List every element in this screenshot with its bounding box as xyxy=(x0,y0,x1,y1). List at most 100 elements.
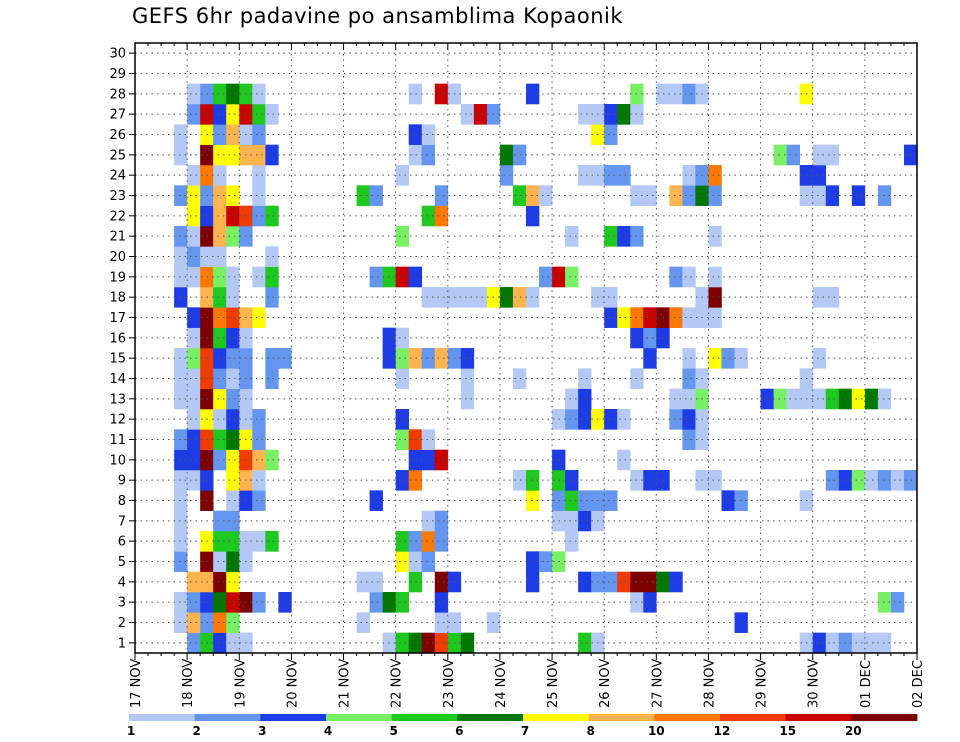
heat-cell xyxy=(434,185,449,206)
heat-cell xyxy=(265,531,279,552)
y-tick-label: 22 xyxy=(109,209,126,224)
heat-cell xyxy=(226,612,240,633)
heat-cell xyxy=(617,449,631,471)
heat-cell xyxy=(890,470,905,491)
legend-label: 1 xyxy=(127,724,135,738)
heat-cell xyxy=(604,104,618,125)
heat-cell xyxy=(174,531,188,552)
heat-cell xyxy=(512,185,527,206)
heat-cell xyxy=(434,348,449,369)
legend-label: 5 xyxy=(390,724,398,738)
heat-cell xyxy=(421,124,436,145)
heat-cell xyxy=(682,165,696,186)
heat-cell xyxy=(512,287,527,308)
heat-cell xyxy=(395,429,409,450)
heat-cell xyxy=(434,592,449,613)
heat-cell xyxy=(877,388,892,410)
legend-label: 10 xyxy=(648,724,665,738)
y-tick-label: 4 xyxy=(118,575,126,590)
heat-cell xyxy=(187,165,201,186)
x-tick-label: 26 NOV xyxy=(598,659,613,708)
heat-cell xyxy=(174,348,188,369)
x-tick-label: 18 NOV xyxy=(181,659,196,708)
heat-cell xyxy=(682,83,696,105)
heat-cell xyxy=(226,490,240,511)
heat-cell xyxy=(617,104,631,125)
heat-cell xyxy=(395,409,409,430)
heat-cell xyxy=(187,226,201,247)
heat-cell xyxy=(851,185,866,206)
heat-cell xyxy=(369,592,383,613)
heat-cell xyxy=(408,470,423,491)
heat-cell xyxy=(226,307,240,328)
heat-cell xyxy=(226,388,240,410)
heat-cell xyxy=(565,266,579,288)
heat-cell xyxy=(434,612,462,633)
heat-cell xyxy=(851,388,866,410)
heat-cell xyxy=(252,470,266,491)
heat-cell xyxy=(421,551,436,572)
y-tick-label: 14 xyxy=(109,372,126,387)
x-tick-label: 30 NOV xyxy=(807,659,822,708)
heat-cell xyxy=(213,388,227,410)
heat-cell xyxy=(539,266,553,288)
heat-cell xyxy=(669,307,683,328)
heat-cell xyxy=(213,144,240,166)
heat-cell xyxy=(604,124,618,145)
heat-cell xyxy=(864,388,879,410)
heat-cell xyxy=(213,205,227,227)
heat-cell xyxy=(421,531,436,552)
heat-cell xyxy=(213,449,227,471)
legend-swatch xyxy=(720,714,787,721)
heat-cell xyxy=(187,632,201,654)
x-tick-label: 27 NOV xyxy=(650,659,665,708)
heat-cell xyxy=(213,185,227,206)
heat-cell xyxy=(408,348,423,369)
y-tick-label: 30 xyxy=(109,47,126,62)
heat-cell xyxy=(174,287,188,308)
y-tick-label: 23 xyxy=(109,189,126,204)
heat-cell xyxy=(512,144,527,166)
heat-cell xyxy=(656,307,670,328)
heat-cell xyxy=(851,470,866,491)
heat-cell xyxy=(421,429,436,450)
heat-cell xyxy=(565,470,579,491)
y-tick-label: 21 xyxy=(109,230,126,245)
heat-cell xyxy=(604,226,618,247)
y-tick-label: 27 xyxy=(109,108,126,123)
legend-label: 12 xyxy=(714,724,731,738)
heat-cell xyxy=(408,83,423,105)
heat-cell xyxy=(187,429,201,450)
heat-cell xyxy=(434,83,449,105)
heat-cell xyxy=(408,144,423,166)
y-axis: 1234567891011121314151617181920212223242… xyxy=(109,47,135,651)
heat-cell xyxy=(226,429,240,450)
heat-cell xyxy=(604,307,618,328)
heat-cell xyxy=(226,124,240,145)
heat-cell xyxy=(213,368,227,389)
legend-swatch xyxy=(523,714,590,721)
y-tick-label: 7 xyxy=(118,514,126,529)
heat-cell xyxy=(226,592,240,613)
heat-cell xyxy=(252,205,266,227)
heat-cell xyxy=(252,124,266,145)
heat-cell xyxy=(864,470,879,491)
y-tick-label: 20 xyxy=(109,250,126,265)
y-tick-label: 10 xyxy=(109,453,126,468)
heat-cell xyxy=(187,83,201,105)
chart-title: GEFS 6hr padavine po ansamblima Kopaonik xyxy=(132,4,624,28)
heat-cell xyxy=(252,409,266,430)
heat-cell xyxy=(630,571,657,593)
heat-cell xyxy=(565,226,579,247)
heat-cell xyxy=(682,185,696,206)
y-tick-label: 3 xyxy=(118,596,126,611)
heat-cell xyxy=(265,449,279,471)
heat-cell xyxy=(174,246,188,267)
heat-cell xyxy=(526,490,540,511)
heat-cell xyxy=(239,144,266,166)
heat-cell xyxy=(408,632,423,654)
heat-cell xyxy=(226,104,240,125)
heat-cell xyxy=(187,104,201,125)
heat-cell xyxy=(239,531,266,552)
heat-cell xyxy=(421,205,436,227)
